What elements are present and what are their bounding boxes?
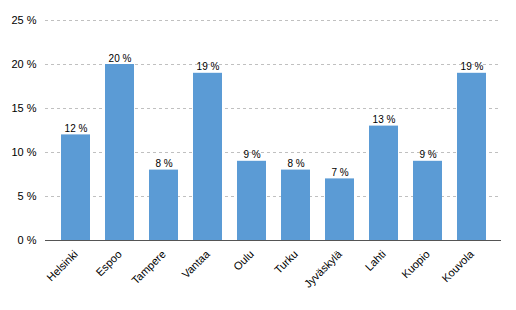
svg-text:5 %: 5 % (18, 190, 37, 202)
svg-text:Helsinki: Helsinki (44, 248, 80, 284)
svg-text:25 %: 25 % (11, 14, 36, 26)
svg-text:7 %: 7 % (331, 167, 348, 178)
svg-text:Vantaa: Vantaa (179, 247, 212, 280)
svg-text:Kuopio: Kuopio (399, 248, 432, 281)
svg-text:20 %: 20 % (109, 53, 132, 64)
svg-text:Jyväskylä: Jyväskylä (302, 247, 345, 290)
svg-text:12 %: 12 % (65, 123, 88, 134)
svg-text:Oulu: Oulu (231, 248, 256, 273)
svg-text:Lahti: Lahti (363, 248, 388, 273)
svg-text:8 %: 8 % (287, 158, 304, 169)
svg-text:Turku: Turku (272, 248, 300, 276)
svg-text:8 %: 8 % (155, 158, 172, 169)
svg-text:0 %: 0 % (18, 234, 37, 246)
svg-text:9 %: 9 % (419, 149, 436, 160)
svg-text:Kouvola: Kouvola (439, 247, 476, 284)
svg-text:20 %: 20 % (11, 58, 36, 70)
svg-text:19 %: 19 % (461, 61, 484, 72)
svg-text:Espoo: Espoo (93, 248, 124, 279)
svg-text:10 %: 10 % (11, 146, 36, 158)
svg-text:Tampere: Tampere (129, 248, 168, 287)
svg-text:13 %: 13 % (373, 114, 396, 125)
svg-text:9 %: 9 % (243, 149, 260, 160)
svg-text:19 %: 19 % (197, 61, 220, 72)
svg-text:15 %: 15 % (11, 102, 36, 114)
